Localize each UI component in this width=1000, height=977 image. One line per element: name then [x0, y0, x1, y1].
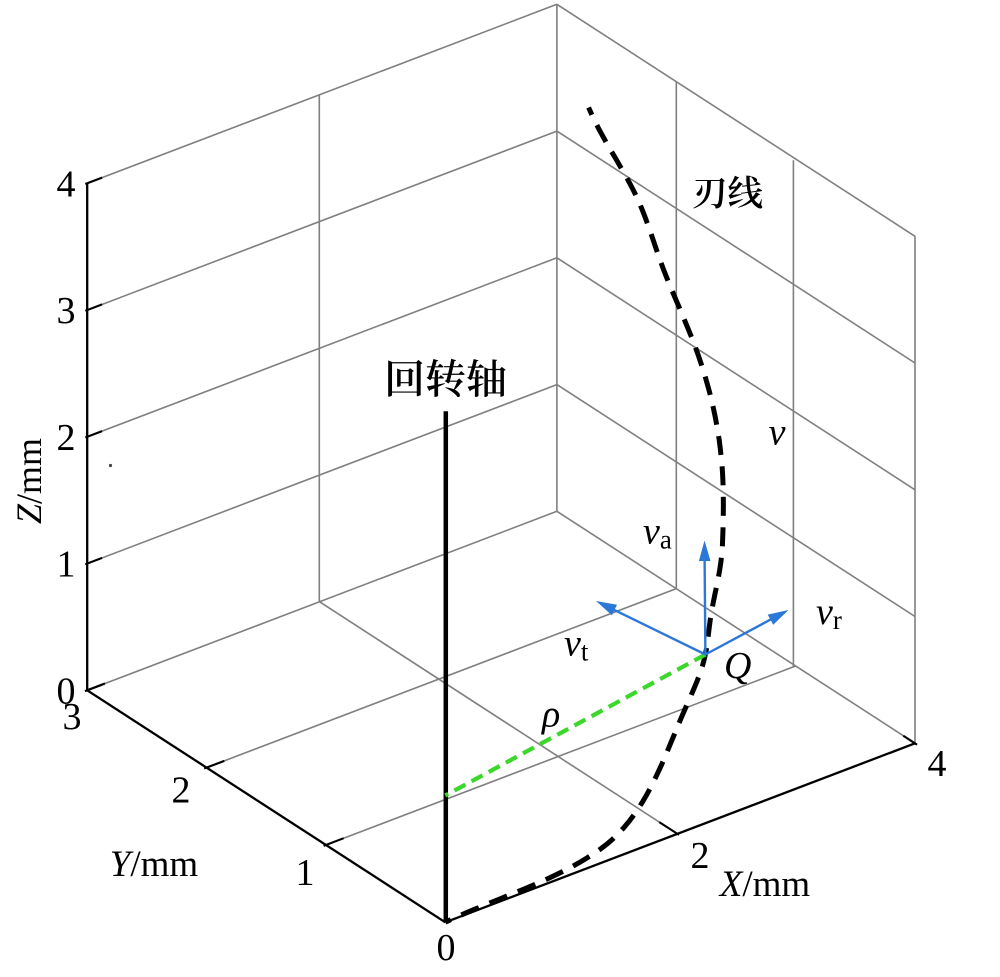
svg-text:Q: Q: [724, 645, 751, 687]
svg-text:0: 0: [437, 927, 456, 969]
svg-text:2: 2: [172, 770, 191, 812]
svg-text:4: 4: [57, 163, 76, 205]
svg-text:X/mm: X/mm: [718, 864, 811, 905]
svg-text:Z/mm: Z/mm: [9, 438, 49, 524]
svg-text:Y/mm: Y/mm: [110, 844, 199, 885]
svg-text:1: 1: [57, 544, 76, 586]
svg-text:1: 1: [296, 852, 315, 894]
svg-text:3: 3: [63, 696, 82, 738]
svg-text:v: v: [769, 412, 786, 454]
svg-text:0: 0: [57, 670, 76, 712]
svg-text:ρ: ρ: [541, 694, 560, 736]
svg-text:3: 3: [57, 290, 76, 332]
svg-text:4: 4: [928, 743, 947, 785]
svg-text:2: 2: [57, 417, 76, 459]
svg-text:2: 2: [691, 835, 710, 877]
